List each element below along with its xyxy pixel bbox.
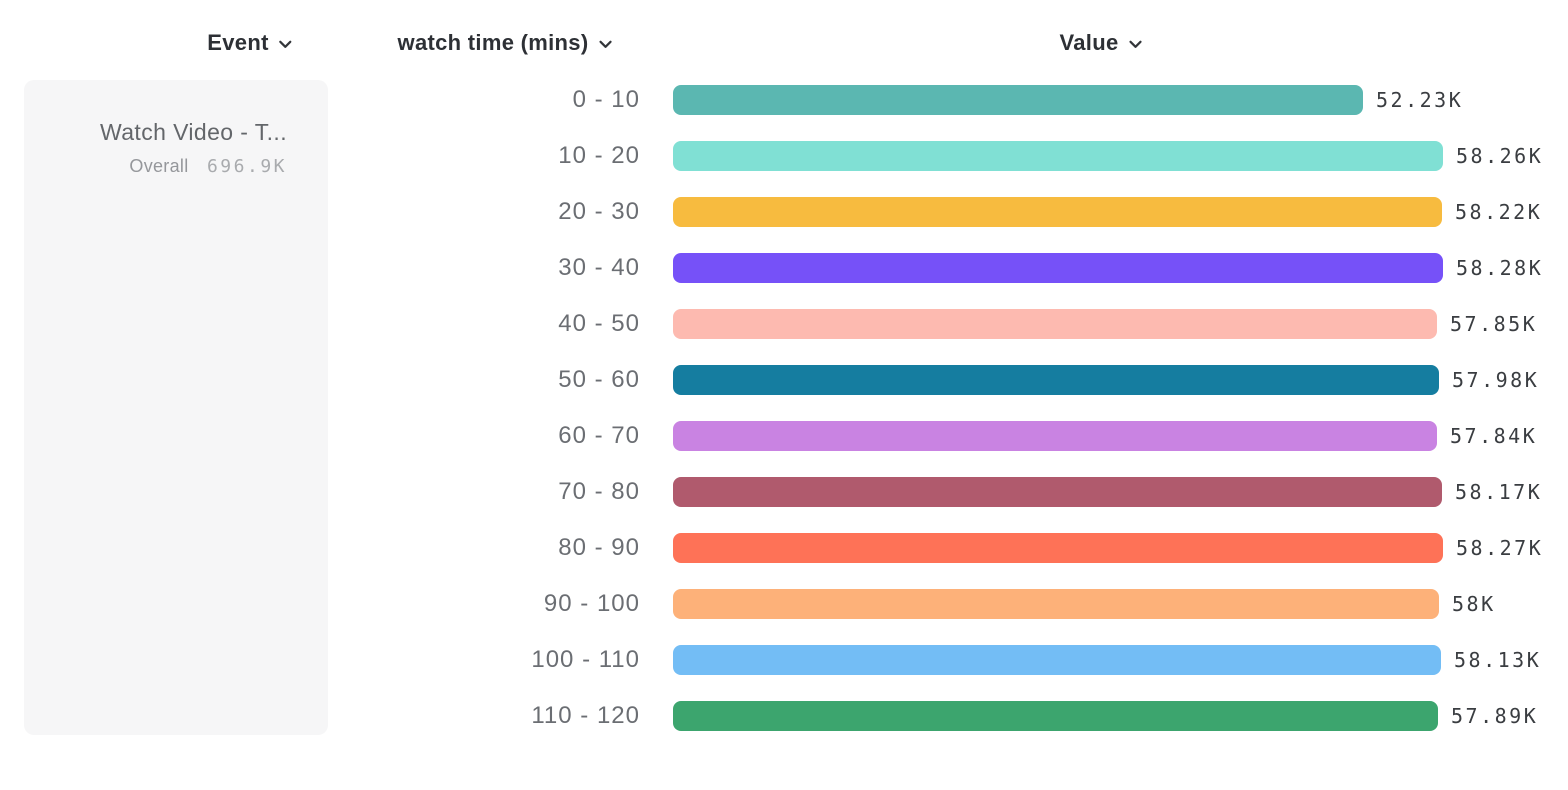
chevron-down-icon (1128, 40, 1142, 49)
bar-row: 0 - 10 52.23K (0, 72, 1568, 128)
bar-track: 57.84K (673, 421, 1568, 451)
bar-track: 57.98K (673, 365, 1568, 395)
column-header-event[interactable]: Event (207, 28, 292, 58)
bar-row-label: 90 - 100 (543, 590, 640, 617)
bar-segment[interactable] (673, 533, 1443, 563)
bar-value-label: 58.26K (1456, 144, 1544, 168)
column-header-event-label: Event (207, 30, 269, 55)
bar-row-label: 80 - 90 (558, 534, 640, 561)
bar-rows: 0 - 10 52.23K 10 - 20 58.26K 20 - 30 58.22K 30… (0, 72, 1568, 744)
bar-segment[interactable] (673, 421, 1437, 451)
bar-row-label: 60 - 70 (558, 422, 640, 449)
bar-value-label: 57.98K (1452, 368, 1540, 392)
bar-value-label: 58K (1452, 592, 1496, 616)
bar-row: 90 - 100 58K (0, 576, 1568, 632)
bar-track: 58K (673, 589, 1568, 619)
bar-row: 80 - 90 58.27K (0, 520, 1568, 576)
event-overall-row: Overall 696.9K (44, 156, 287, 177)
bar-value-label: 58.17K (1455, 480, 1543, 504)
bar-track: 58.22K (673, 197, 1568, 227)
bar-row: 10 - 20 58.26K (0, 128, 1568, 184)
column-header-breakdown-label: watch time (mins) (397, 30, 589, 55)
bar-segment[interactable] (673, 589, 1439, 619)
bar-track: 58.27K (673, 533, 1568, 563)
bar-row: 40 - 50 57.85K (0, 296, 1568, 352)
bar-segment[interactable] (673, 85, 1363, 115)
bar-value-label: 58.13K (1454, 648, 1542, 672)
column-header-value-label: Value (1059, 30, 1119, 55)
bar-segment[interactable] (673, 141, 1443, 171)
bar-track: 58.13K (673, 645, 1568, 675)
event-title: Watch Video - T... (99, 119, 287, 145)
bar-row: 100 - 110 58.13K (0, 632, 1568, 688)
bar-track: 58.26K (673, 141, 1568, 171)
column-header-breakdown[interactable]: watch time (mins) (398, 28, 613, 58)
bar-value-label: 52.23K (1376, 88, 1464, 112)
bar-segment[interactable] (673, 477, 1442, 507)
overall-label: Overall (129, 156, 189, 176)
bar-row: 30 - 40 58.28K (0, 240, 1568, 296)
bar-value-label: 57.85K (1450, 312, 1538, 336)
event-card[interactable]: Watch Video - T... Overall 696.9K (24, 80, 328, 735)
bar-row-label: 100 - 110 (531, 646, 640, 673)
bar-value-label: 58.27K (1456, 536, 1544, 560)
bar-segment[interactable] (673, 197, 1442, 227)
bar-row-label: 70 - 80 (558, 478, 640, 505)
bar-row: 110 - 120 57.89K (0, 688, 1568, 744)
bar-value-label: 58.22K (1455, 200, 1543, 224)
bar-segment[interactable] (673, 365, 1439, 395)
bar-track: 57.85K (673, 309, 1568, 339)
bar-row-label: 40 - 50 (558, 310, 640, 337)
bar-segment[interactable] (673, 309, 1437, 339)
bar-value-label: 58.28K (1456, 256, 1544, 280)
bar-row-label: 30 - 40 (558, 254, 640, 281)
bar-row-label: 0 - 10 (572, 86, 640, 113)
bar-row-label: 10 - 20 (558, 142, 640, 169)
chevron-down-icon (279, 40, 293, 49)
bar-segment[interactable] (673, 701, 1438, 731)
bar-row-label: 50 - 60 (558, 366, 640, 393)
bar-row: 70 - 80 58.17K (0, 464, 1568, 520)
bar-row: 50 - 60 57.98K (0, 352, 1568, 408)
overall-value: 696.9K (206, 156, 287, 177)
bar-track: 58.17K (673, 477, 1568, 507)
bar-track: 58.28K (673, 253, 1568, 283)
bar-row-label: 20 - 30 (558, 198, 640, 225)
chevron-down-icon (598, 40, 612, 49)
bar-row: 20 - 30 58.22K (0, 184, 1568, 240)
event-card-text: Watch Video - T... Overall 696.9K (44, 117, 287, 177)
bar-row-label: 110 - 120 (531, 702, 640, 729)
bar-row: 60 - 70 57.84K (0, 408, 1568, 464)
bar-segment[interactable] (673, 253, 1443, 283)
bar-value-label: 57.84K (1450, 424, 1538, 448)
bar-segment[interactable] (673, 645, 1441, 675)
bar-track: 57.89K (673, 701, 1568, 731)
column-header-value[interactable]: Value (1060, 28, 1143, 58)
bar-track: 52.23K (673, 85, 1568, 115)
bar-value-label: 57.89K (1451, 704, 1539, 728)
